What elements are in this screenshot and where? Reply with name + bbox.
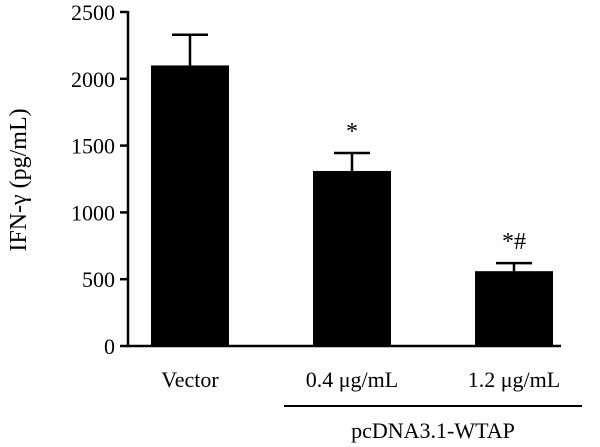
y-tick-label: 0 [104,334,115,359]
y-tick-label: 2000 [71,67,115,92]
bars-group: * *# [151,33,553,346]
x-axis: Vector 0.4 μg/mL 1.2 μg/mL [127,344,561,392]
x-category-label: 1.2 μg/mL [468,367,560,392]
y-tick-label: 2500 [71,0,115,25]
y-axis-title: IFN-γ (pg/mL) [6,108,32,251]
y-axis: 0 500 1000 1500 2000 2500 [71,0,130,359]
group-label: pcDNA3.1-WTAP [351,418,515,443]
x-category-label: 0.4 μg/mL [306,367,398,392]
y-tick-label: 1500 [71,134,115,159]
bar [475,271,553,346]
bar [313,170,391,346]
bar [151,65,229,346]
x-category-label: Vector [161,367,219,392]
group-bracket: pcDNA3.1-WTAP [284,405,582,443]
y-tick-label: 500 [82,267,115,292]
y-tick-label: 1000 [71,200,115,225]
significance-mark: *# [502,229,526,255]
significance-mark: * [346,119,358,145]
